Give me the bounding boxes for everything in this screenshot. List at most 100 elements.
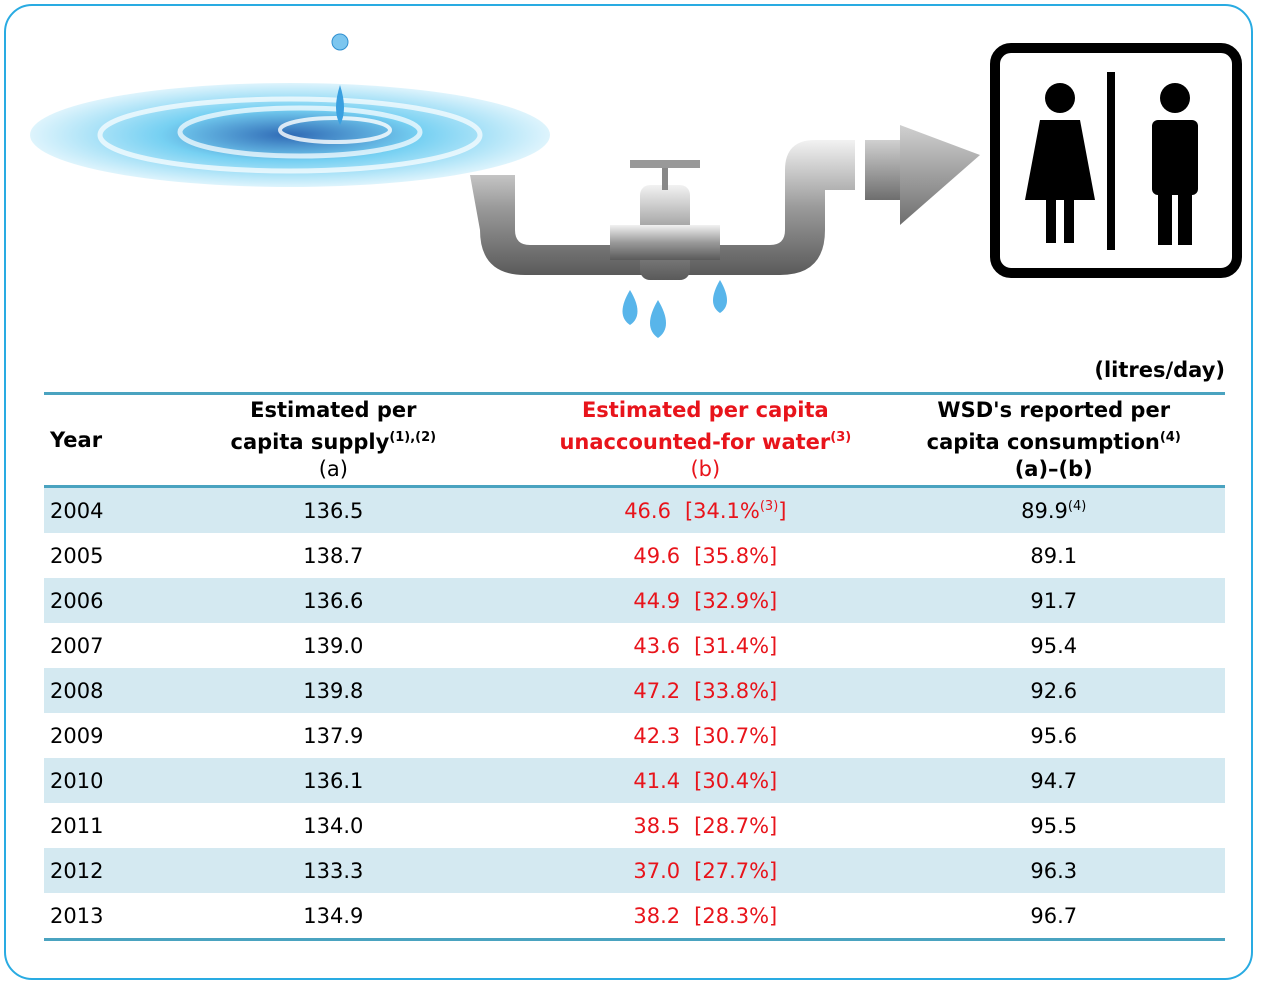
header-sub: (a) <box>138 456 528 483</box>
year-cell: 2006 <box>44 578 138 623</box>
table-row: 2008139.847.2[33.8%]92.6 <box>44 668 1225 713</box>
consumption-cell: 92.6 <box>882 668 1225 713</box>
consumption-value: 94.7 <box>1030 769 1077 793</box>
header-cell: WSD's reported per capita consumption(4) (… <box>882 394 1225 487</box>
year-cell: 2012 <box>44 848 138 893</box>
unaccounted-cell: 47.2[33.8%] <box>528 668 882 713</box>
unaccounted-share: [31.4%] <box>694 634 777 658</box>
header-text: capita supply <box>231 430 390 454</box>
header-line: WSD's reported per <box>882 397 1225 424</box>
header-line: capita supply(1),(2) <box>138 424 528 456</box>
consumption-value: 96.3 <box>1030 859 1077 883</box>
unit-label: (litres/day) <box>1094 358 1225 382</box>
page: (litres/day) YearEstimated percapita sup… <box>0 0 1261 986</box>
header-sub: (b) <box>528 456 882 483</box>
footnote-mark: (1),(2) <box>389 430 436 445</box>
consumption-value: 95.4 <box>1030 634 1077 658</box>
unaccounted-value: 38.5 <box>633 814 680 838</box>
unaccounted-cell: 46.6 [34.1%(3)] <box>528 487 882 534</box>
unaccounted-share: [32.9%] <box>694 589 777 613</box>
header-text: unaccounted-for water <box>559 430 830 454</box>
unaccounted-cell: 41.4 [30.4%] <box>528 758 882 803</box>
unaccounted-share: [27.7%] <box>694 859 777 883</box>
unaccounted-cell: 42.3 [30.7%] <box>528 713 882 758</box>
consumption-value: 95.5 <box>1030 814 1077 838</box>
unaccounted-cell: 38.2 [28.3%] <box>528 893 882 940</box>
unaccounted-value: 38.2 <box>633 904 680 928</box>
unaccounted-cell: 49.6[35.8%] <box>528 533 882 578</box>
consumption-cell: 91.7 <box>882 578 1225 623</box>
unaccounted-value: 42.3 <box>633 724 680 748</box>
supply-cell: 136.6 <box>138 578 528 623</box>
consumption-cell: 95.4 <box>882 623 1225 668</box>
header-cell: Year <box>44 394 138 487</box>
header-cell: Estimated per capitaunaccounted-for wate… <box>528 394 882 487</box>
unaccounted-value: 43.6 <box>633 634 680 658</box>
header-text: Estimated per <box>250 398 416 422</box>
supply-cell: 137.9 <box>138 713 528 758</box>
supply-cell: 139.0 <box>138 623 528 668</box>
year-cell: 2007 <box>44 623 138 668</box>
footnote-mark: (4) <box>1160 430 1181 445</box>
consumption-value: 89.9 <box>1021 499 1068 523</box>
unaccounted-value: 41.4 <box>633 769 680 793</box>
consumption-cell: 96.3 <box>882 848 1225 893</box>
supply-cell: 138.7 <box>138 533 528 578</box>
consumption-value: 96.7 <box>1030 904 1077 928</box>
consumption-value: 92.6 <box>1030 679 1077 703</box>
supply-cell: 136.1 <box>138 758 528 803</box>
year-cell: 2005 <box>44 533 138 578</box>
header-text: capita consumption <box>927 430 1160 454</box>
supply-cell: 133.3 <box>138 848 528 893</box>
unaccounted-share: [28.3%] <box>694 904 777 928</box>
illustration <box>0 0 1261 350</box>
unaccounted-value: 44.9 <box>633 589 680 613</box>
consumption-cell: 96.7 <box>882 893 1225 940</box>
footnote-mark: (3) <box>760 499 778 514</box>
table-row: 2009137.942.3[30.7%]95.6 <box>44 713 1225 758</box>
unaccounted-share: [34.1% <box>685 499 760 523</box>
year-cell: 2011 <box>44 803 138 848</box>
consumption-cell: 95.6 <box>882 713 1225 758</box>
unaccounted-cell: 38.5[28.7%] <box>528 803 882 848</box>
header-sub: (a)–(b) <box>882 456 1225 483</box>
consumption-value: 89.1 <box>1030 544 1077 568</box>
unaccounted-share: [30.7%] <box>694 724 777 748</box>
unaccounted-value: 46.6 <box>624 499 671 523</box>
consumption-cell: 89.1 <box>882 533 1225 578</box>
unaccounted-share: [35.8%] <box>694 544 777 568</box>
consumption-value: 95.6 <box>1030 724 1077 748</box>
year-cell: 2004 <box>44 487 138 534</box>
header-text: Estimated per capita <box>582 398 829 422</box>
unaccounted-cell: 37.0 [27.7%] <box>528 848 882 893</box>
consumption-cell: 89.9(4) <box>882 487 1225 534</box>
supply-cell: 134.9 <box>138 893 528 940</box>
year-cell: 2010 <box>44 758 138 803</box>
unaccounted-value: 37.0 <box>633 859 680 883</box>
footnote-mark: (4) <box>1068 499 1086 514</box>
header-text: WSD's reported per <box>937 398 1170 422</box>
bracket: ] <box>778 499 786 523</box>
unaccounted-cell: 44.9 [32.9%] <box>528 578 882 623</box>
unaccounted-share: [30.4%] <box>694 769 777 793</box>
header-line: unaccounted-for water(3) <box>528 424 882 456</box>
consumption-value: 91.7 <box>1030 589 1077 613</box>
unaccounted-share: [33.8%] <box>694 679 777 703</box>
header-text: Year <box>50 428 102 452</box>
supply-cell: 136.5 <box>138 487 528 534</box>
consumption-cell: 94.7 <box>882 758 1225 803</box>
footnote-mark: (3) <box>830 430 851 445</box>
year-cell: 2013 <box>44 893 138 940</box>
header-cell: Estimated percapita supply(1),(2)(a) <box>138 394 528 487</box>
